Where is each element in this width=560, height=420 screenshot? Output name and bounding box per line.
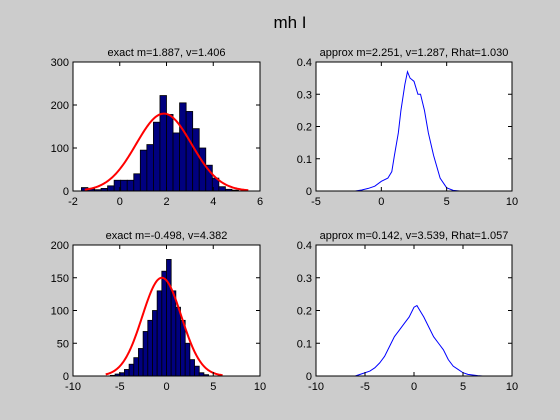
histogram-bar	[146, 144, 154, 192]
y-tick-label: 0.1	[297, 154, 312, 166]
histogram-bar	[192, 128, 200, 192]
histogram-bar	[194, 365, 200, 377]
histogram-bar	[133, 357, 139, 377]
y-tick-label: 200	[51, 100, 69, 112]
subplot-title: exact m=-0.498, v=4.382	[106, 230, 228, 242]
histogram-bar	[126, 179, 135, 192]
y-tick-label: 0.3	[297, 89, 312, 101]
x-tick-label: -5	[311, 196, 321, 208]
x-tick-label: 10	[506, 381, 518, 393]
histogram-bar	[128, 363, 135, 377]
y-tick-label: 0	[306, 186, 312, 198]
histogram-bar	[161, 270, 167, 377]
histogram-bar	[107, 185, 115, 192]
y-tick-label: 100	[51, 306, 69, 318]
y-tick-label: 200	[51, 240, 69, 252]
y-tick-label: 0	[306, 371, 312, 383]
histogram-bar	[147, 319, 153, 377]
y-tick-label: 50	[57, 338, 69, 350]
x-tick-label: 2	[163, 196, 169, 208]
histogram-bar	[156, 290, 163, 377]
subplot-title: approx m=2.251, v=1.287, Rhat=1.030	[320, 47, 509, 59]
x-tick-label: 6	[257, 196, 263, 208]
subplot-2: approx m=2.251, v=1.287, Rhat=1.030-5 0 5 1…	[297, 47, 518, 208]
x-tick-label: -5	[115, 381, 125, 393]
x-tick-label: 5	[460, 381, 466, 393]
normal-fit-line	[84, 112, 249, 192]
y-tick-label: 0	[63, 186, 69, 198]
axes-background	[316, 62, 512, 191]
plot-area	[348, 69, 460, 192]
x-tick-label: 0	[117, 196, 123, 208]
histogram-bar	[184, 342, 191, 377]
subplot-3: exact m=-0.498, v=4.382-10 -5 0 5 1005010015…	[51, 230, 266, 393]
x-tick-label: 5	[444, 196, 450, 208]
histogram-bar	[175, 306, 181, 377]
plot-area	[355, 304, 483, 377]
subplot-4: approx m=0.142, v=3.539, Rhat=1.057 -10 -5…	[297, 230, 518, 393]
histogram-bar	[124, 369, 130, 377]
axes-background	[316, 245, 512, 376]
histogram-bar	[142, 331, 149, 377]
y-tick-label: 0	[63, 371, 69, 383]
histogram-bar	[198, 147, 207, 192]
histogram-bar	[185, 111, 194, 192]
y-tick-label: 0.2	[297, 122, 312, 134]
histogram-bar	[166, 114, 174, 192]
histogram-bar	[138, 348, 144, 377]
normal-fit-line	[105, 276, 223, 377]
x-tick-label: -2	[68, 196, 78, 208]
histogram-bar	[179, 102, 187, 192]
subplot-title: approx m=0.142, v=3.539, Rhat=1.057	[320, 230, 509, 242]
histogram-bar	[170, 290, 177, 377]
density-line	[355, 304, 483, 377]
histogram-bar	[218, 186, 226, 192]
density-line	[348, 69, 460, 192]
subplot-title: exact m=1.887, v=1.406	[107, 47, 225, 59]
x-tick-label: 5	[210, 381, 216, 393]
x-tick-label: 10	[254, 381, 266, 393]
x-tick-label: 0	[163, 381, 169, 393]
y-tick-label: 300	[51, 57, 69, 69]
y-tick-label: 0.1	[297, 338, 312, 350]
y-tick-label: 0.3	[297, 273, 312, 285]
histogram-bar	[159, 95, 167, 192]
histogram-bar	[189, 359, 195, 377]
x-tick-label: -10	[308, 381, 324, 393]
histogram-bar	[166, 259, 172, 377]
y-tick-label: 0.2	[297, 306, 312, 318]
x-tick-label: -10	[65, 381, 81, 393]
x-tick-label: -5	[360, 381, 370, 393]
x-tick-label: 10	[506, 196, 518, 208]
histogram-bar	[152, 310, 158, 377]
histogram-bar	[139, 149, 148, 192]
y-tick-label: 150	[51, 273, 69, 285]
histogram-bar	[153, 121, 161, 192]
histogram-bar	[133, 173, 141, 192]
histogram-bar	[120, 179, 128, 192]
histogram-bar	[172, 132, 180, 192]
y-tick-label: 0.4	[297, 240, 312, 252]
y-tick-label: 0.4	[297, 57, 312, 69]
x-tick-label: 0	[411, 381, 417, 393]
figure-title: mh I	[273, 13, 306, 32]
y-tick-label: 100	[51, 143, 69, 155]
x-tick-label: 0	[378, 196, 384, 208]
x-tick-label: 4	[210, 196, 216, 208]
